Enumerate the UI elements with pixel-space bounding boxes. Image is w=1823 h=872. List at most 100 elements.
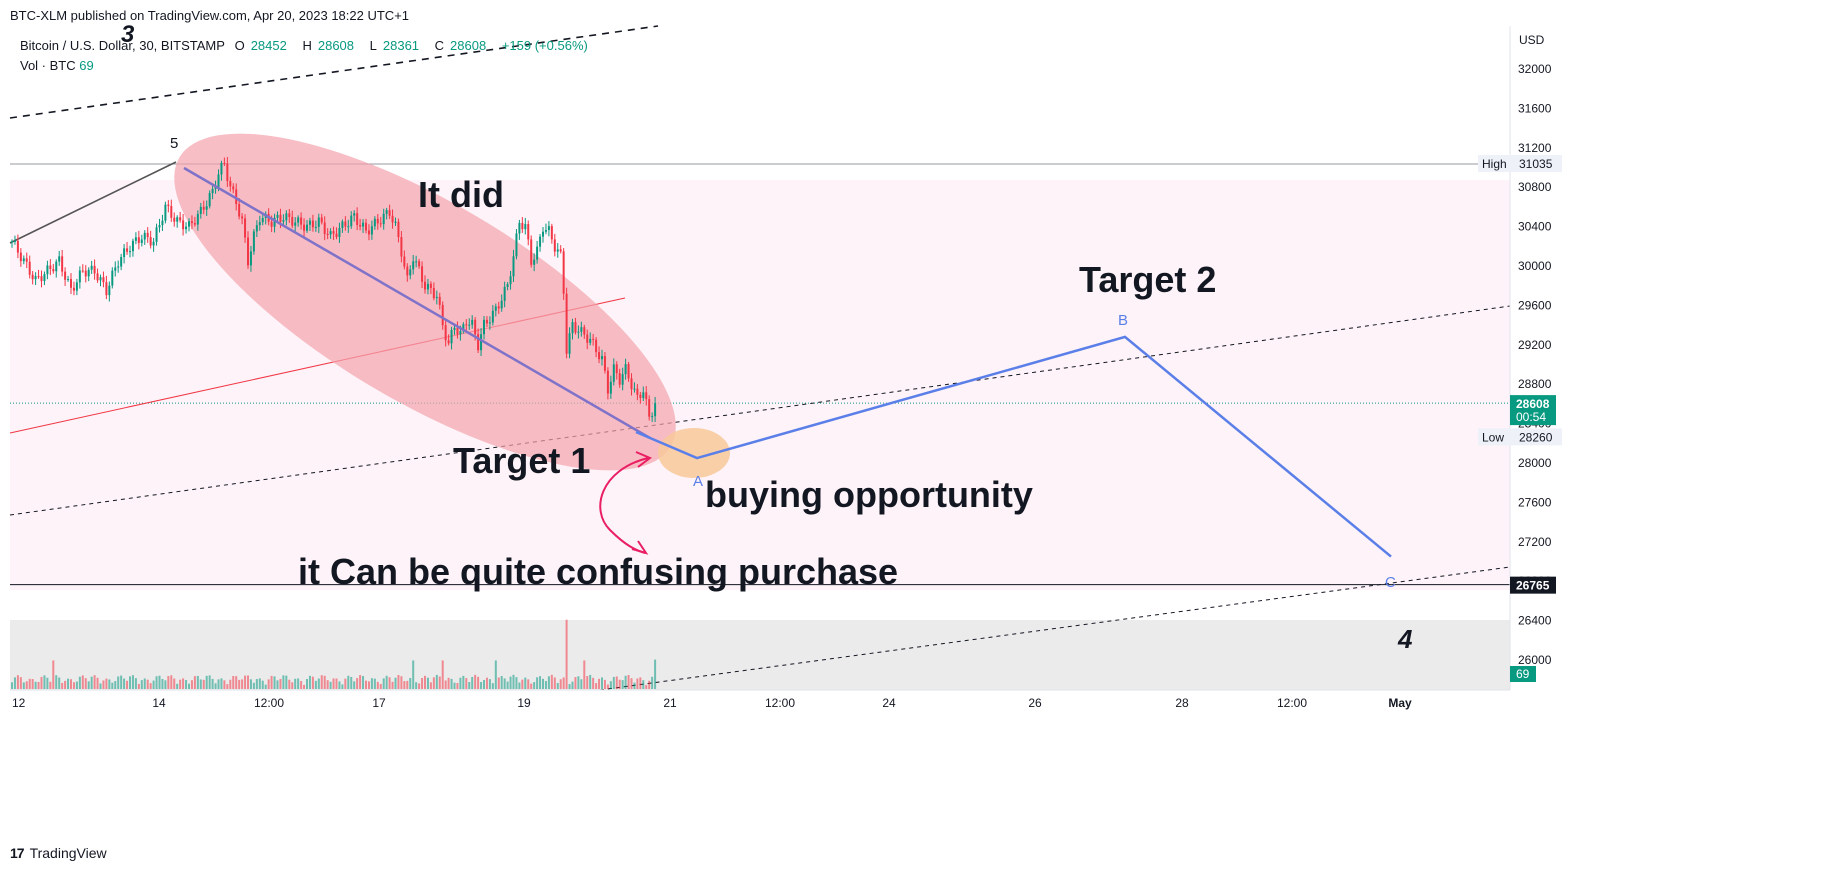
- candle-body[interactable]: [46, 265, 49, 275]
- candle-body[interactable]: [247, 237, 249, 266]
- candle-body[interactable]: [164, 204, 167, 221]
- candle-body[interactable]: [170, 206, 173, 218]
- candle-body[interactable]: [539, 236, 542, 247]
- candle-body[interactable]: [429, 283, 432, 289]
- candle-body[interactable]: [114, 267, 117, 271]
- candle-body[interactable]: [320, 217, 323, 223]
- candle-body[interactable]: [388, 210, 391, 216]
- candle-body[interactable]: [179, 217, 182, 221]
- candle-body[interactable]: [329, 231, 332, 235]
- candle-body[interactable]: [223, 162, 226, 164]
- candle-body[interactable]: [326, 233, 329, 235]
- candle-body[interactable]: [488, 322, 491, 324]
- candle-body[interactable]: [220, 162, 223, 175]
- candle-body[interactable]: [214, 187, 217, 189]
- candle-body[interactable]: [642, 392, 645, 398]
- candle-body[interactable]: [648, 399, 651, 417]
- candle-body[interactable]: [459, 331, 462, 335]
- candle-body[interactable]: [444, 325, 447, 341]
- candle-body[interactable]: [491, 310, 494, 323]
- candle-body[interactable]: [409, 269, 412, 276]
- candle-body[interactable]: [391, 215, 394, 223]
- candle-body[interactable]: [61, 256, 64, 272]
- candle-body[interactable]: [105, 282, 108, 296]
- candle-body[interactable]: [291, 216, 294, 226]
- candle-body[interactable]: [565, 293, 568, 354]
- candle-body[interactable]: [117, 266, 120, 268]
- candle-body[interactable]: [651, 416, 654, 418]
- candle-body[interactable]: [344, 221, 347, 227]
- candle-body[interactable]: [435, 296, 438, 299]
- candle-body[interactable]: [93, 265, 96, 274]
- candle-body[interactable]: [639, 394, 642, 398]
- candle-body[interactable]: [521, 222, 524, 230]
- candle-body[interactable]: [636, 388, 639, 395]
- candle-body[interactable]: [199, 206, 202, 214]
- symbol-name[interactable]: Bitcoin / U.S. Dollar, 30, BITSTAMP: [20, 38, 225, 53]
- candle-body[interactable]: [273, 217, 276, 227]
- candle-body[interactable]: [64, 271, 67, 280]
- candle-body[interactable]: [167, 204, 170, 207]
- wave-label-3[interactable]: 3: [121, 21, 135, 48]
- wave-label-a[interactable]: A: [693, 473, 703, 490]
- candle-body[interactable]: [577, 331, 580, 333]
- annotation-it-did[interactable]: It did: [418, 174, 504, 215]
- candle-body[interactable]: [654, 403, 657, 417]
- candle-body[interactable]: [294, 222, 297, 226]
- candle-body[interactable]: [465, 324, 468, 326]
- candle-body[interactable]: [308, 220, 311, 225]
- candle-body[interactable]: [441, 304, 444, 326]
- candle-body[interactable]: [55, 261, 58, 272]
- candle-body[interactable]: [249, 251, 252, 266]
- candle-body[interactable]: [323, 222, 326, 234]
- candle-body[interactable]: [120, 257, 123, 267]
- candle-body[interactable]: [362, 222, 365, 227]
- last-price-tag[interactable]: [1510, 395, 1556, 426]
- candle-body[interactable]: [332, 231, 335, 234]
- annotation-buying-opportunity[interactable]: buying opportunity: [705, 474, 1033, 515]
- candle-body[interactable]: [494, 306, 497, 311]
- candle-body[interactable]: [188, 221, 190, 227]
- candle-body[interactable]: [123, 248, 126, 258]
- candle-body[interactable]: [229, 181, 232, 187]
- candle-body[interactable]: [13, 240, 16, 242]
- candle-body[interactable]: [598, 352, 601, 360]
- candle-body[interactable]: [394, 221, 397, 223]
- candle-body[interactable]: [382, 213, 385, 225]
- candle-body[interactable]: [176, 217, 179, 222]
- annotation-target-1[interactable]: Target 1: [453, 440, 590, 481]
- candle-body[interactable]: [432, 288, 435, 299]
- candle-body[interactable]: [270, 221, 273, 227]
- candle-body[interactable]: [37, 276, 40, 278]
- wave-label-5[interactable]: 5: [170, 135, 178, 152]
- candle-body[interactable]: [356, 213, 359, 225]
- candle-body[interactable]: [621, 374, 624, 385]
- candle-body[interactable]: [592, 338, 595, 340]
- candle-body[interactable]: [367, 230, 370, 235]
- candle-body[interactable]: [22, 258, 25, 262]
- candle-body[interactable]: [158, 225, 161, 228]
- annotation-target-2[interactable]: Target 2: [1079, 259, 1216, 300]
- candle-body[interactable]: [530, 239, 533, 265]
- candle-body[interactable]: [43, 274, 46, 282]
- candle-body[interactable]: [536, 246, 539, 260]
- candle-body[interactable]: [506, 284, 509, 287]
- candle-body[interactable]: [589, 338, 592, 343]
- candle-body[interactable]: [400, 237, 403, 257]
- candle-body[interactable]: [314, 226, 317, 228]
- candle-body[interactable]: [137, 237, 140, 243]
- candle-body[interactable]: [397, 221, 400, 238]
- candle-body[interactable]: [438, 296, 441, 305]
- candle-body[interactable]: [524, 224, 527, 230]
- candle-body[interactable]: [468, 324, 471, 326]
- candle-body[interactable]: [544, 230, 547, 232]
- candle-body[interactable]: [185, 226, 188, 230]
- candle-body[interactable]: [527, 224, 530, 240]
- candle-body[interactable]: [111, 270, 114, 286]
- candle-body[interactable]: [601, 356, 603, 360]
- candle-body[interactable]: [300, 217, 303, 225]
- level-tag[interactable]: [1510, 576, 1556, 594]
- candle-body[interactable]: [31, 274, 34, 280]
- candle-body[interactable]: [533, 259, 536, 265]
